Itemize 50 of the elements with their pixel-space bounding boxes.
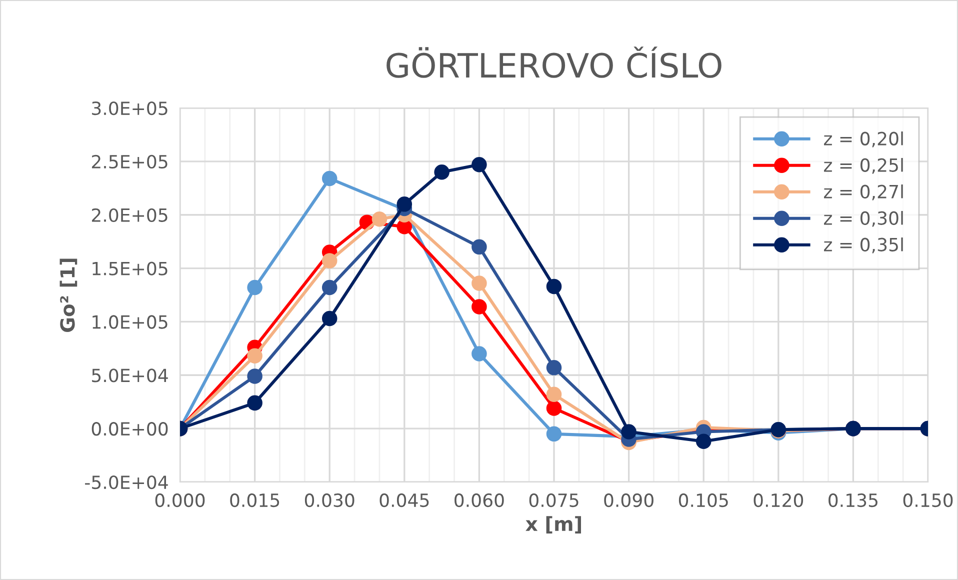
point (546, 278, 562, 294)
point (322, 170, 338, 186)
y-tick-label: 1.0E+05 (92, 315, 168, 329)
y-tick-label: 1.5E+05 (92, 262, 168, 276)
y-tick-label: 3.0E+05 (92, 101, 168, 116)
point (472, 276, 487, 291)
point (247, 280, 262, 296)
point (247, 395, 262, 411)
point (546, 360, 562, 376)
point (396, 196, 412, 212)
x-tick-label: 0.030 (304, 493, 354, 508)
point (322, 280, 338, 296)
y-axis-title: Go² [1] (60, 258, 78, 332)
x-tick-label: 0.060 (454, 493, 504, 508)
point (434, 164, 450, 180)
x-tick-label: 0.015 (230, 493, 280, 508)
y-tick-label: -5.0E+04 (85, 475, 168, 490)
chart-title: GÖRTLEROVO ČÍSLO (386, 46, 722, 78)
x-tick-label: 0.000 (155, 493, 205, 508)
point (472, 346, 487, 362)
legend-label: z = 0,30l (824, 210, 903, 227)
x-axis-title: x [m] (526, 516, 581, 534)
x-tick-label: 0.105 (678, 493, 728, 508)
point (546, 400, 562, 416)
point (696, 434, 712, 450)
x-tick-label: 0.150 (903, 493, 953, 508)
legend-label: z = 0,20l (824, 131, 903, 148)
point (546, 386, 562, 402)
x-tick-label: 0.135 (828, 493, 878, 508)
x-tick-label: 0.090 (604, 493, 654, 508)
y-tick-label: 2.0E+05 (92, 208, 168, 222)
point (472, 239, 487, 255)
x-tick-label: 0.120 (754, 493, 804, 508)
legend-label: z = 0,27l (824, 184, 903, 200)
point (322, 253, 338, 268)
y-tick-label: 2.5E+05 (92, 154, 168, 169)
point (546, 426, 562, 442)
y-tick-label: 5.0E+04 (92, 368, 168, 382)
point (472, 299, 487, 314)
point (372, 211, 388, 227)
point (247, 348, 262, 364)
x-tick-label: 0.045 (380, 493, 429, 508)
y-tick-label: 0.0E+00 (92, 422, 168, 436)
point (322, 310, 338, 326)
legend-label: z = 0,25l (824, 158, 903, 174)
point (621, 424, 636, 440)
point (247, 368, 262, 384)
point (472, 156, 487, 172)
legend-label: z = 0,35l (824, 237, 903, 254)
x-tick-label: 0.075 (529, 493, 578, 508)
